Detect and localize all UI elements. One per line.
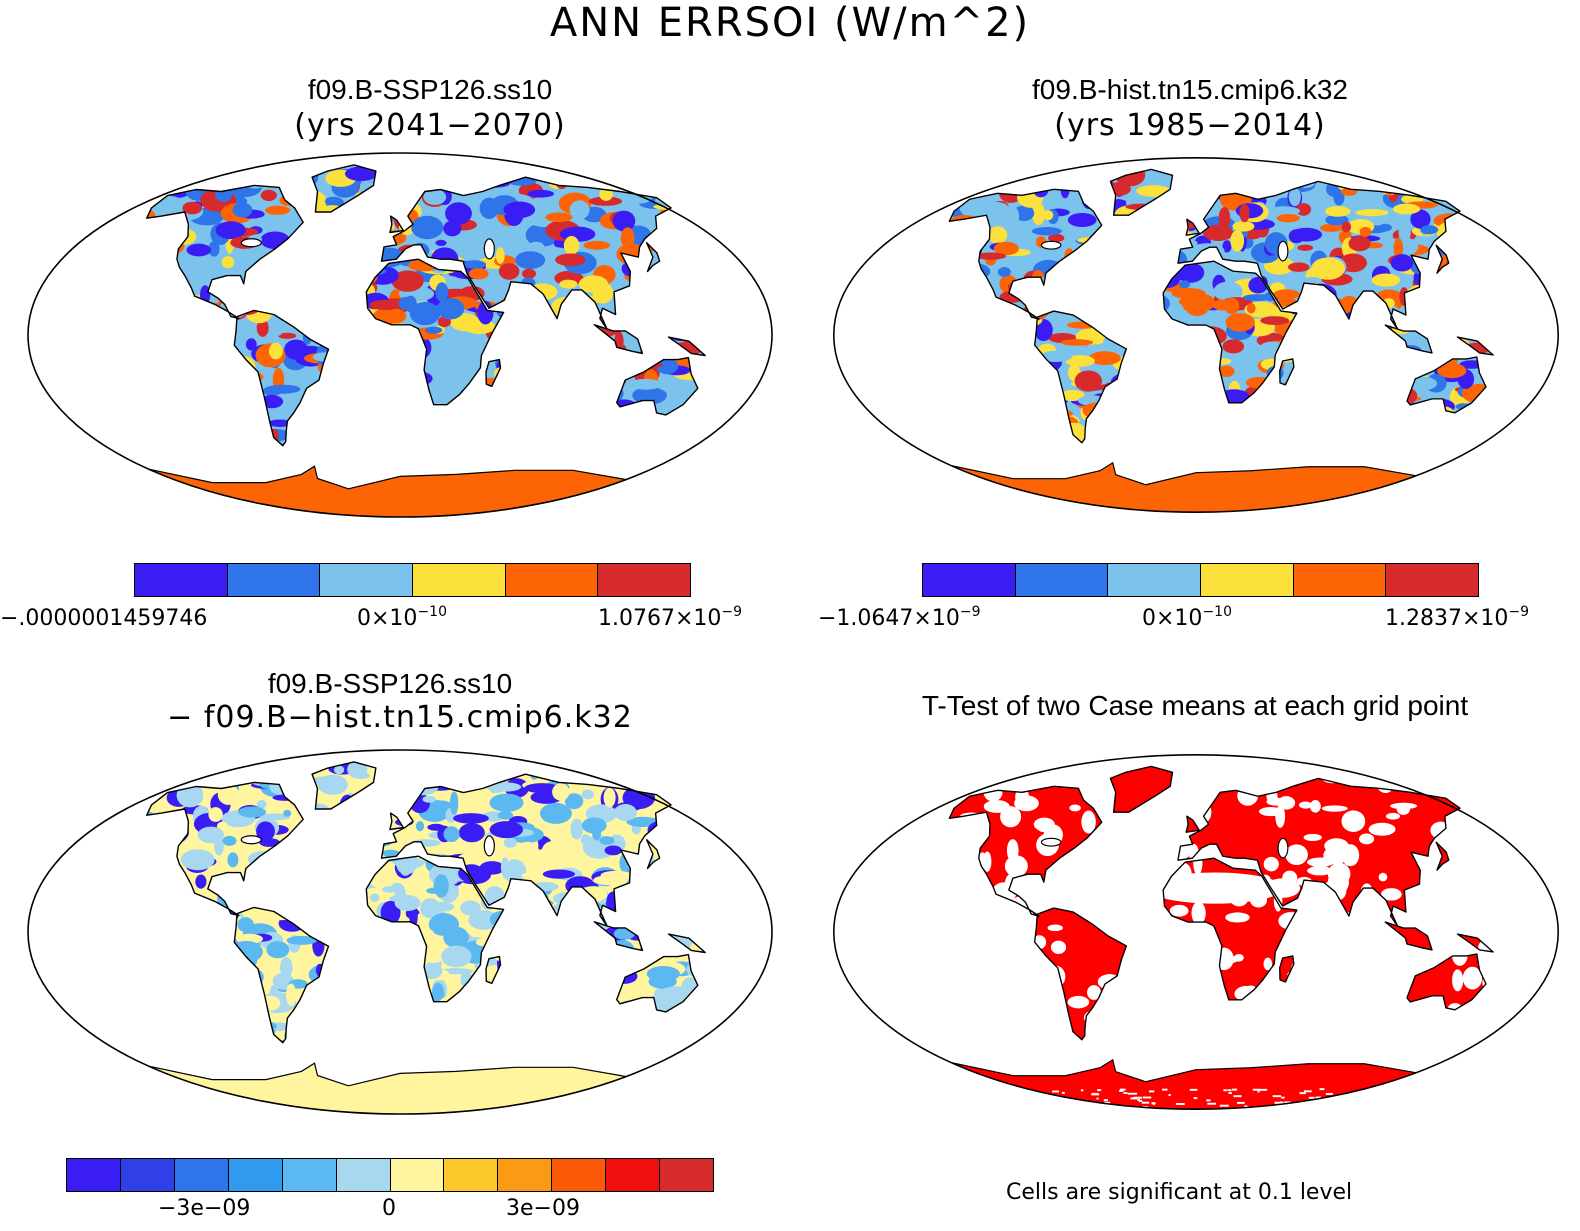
colorbar-a-mid-label: 0×10−10: [357, 604, 447, 631]
colorbar-swatch: [1015, 564, 1109, 596]
significance-note: Cells are significant at 0.1 level: [1006, 1180, 1353, 1205]
colorbar-panel-a: [134, 563, 691, 597]
colorbar-swatch: [120, 1159, 175, 1191]
colorbar-swatch: [598, 564, 691, 596]
colorbar-swatch: [1386, 564, 1479, 596]
colorbar-swatch: [923, 564, 1016, 596]
map-panel-c: [27, 749, 773, 1115]
colorbar-a-min-label: −.0000001459746: [0, 606, 208, 631]
panel-c-title: f09.B-SSP126.ss10: [267, 668, 513, 699]
panel-a-title: f09.B-SSP126.ss10: [307, 74, 553, 105]
colorbar-swatch: [174, 1159, 229, 1191]
colorbar-swatch: [320, 564, 414, 596]
map-panel-b: [833, 157, 1559, 513]
colorbar-swatch: [1108, 564, 1202, 596]
colorbar-swatch: [552, 1159, 607, 1191]
panel-a-subtitle: (yrs 2041−2070): [294, 108, 566, 143]
colorbar-swatch: [228, 1159, 283, 1191]
colorbar-swatch: [1293, 564, 1387, 596]
colorbar-swatch: [336, 1159, 391, 1191]
colorbar-c-tick-neg: −3e−09: [158, 1196, 251, 1221]
colorbar-panel-c: [66, 1158, 714, 1192]
colorbar-swatch: [413, 564, 506, 596]
colorbar-swatch: [282, 1159, 337, 1191]
map-panel-d: [833, 754, 1559, 1110]
panel-b-subtitle: (yrs 1985−2014): [1054, 108, 1326, 143]
colorbar-swatch: [67, 1159, 121, 1191]
map-panel-a: [27, 152, 773, 518]
panel-d-title: T-Test of two Case means at each grid po…: [921, 690, 1469, 721]
colorbar-swatch: [227, 564, 321, 596]
colorbar-swatch: [505, 564, 599, 596]
colorbar-swatch: [444, 1159, 499, 1191]
colorbar-panel-b: [922, 563, 1479, 597]
colorbar-swatch: [606, 1159, 661, 1191]
panel-b-title: f09.B-hist.tn15.cmip6.k32: [1032, 74, 1348, 105]
colorbar-swatch: [135, 564, 228, 596]
colorbar-c-tick-pos: 3e−09: [506, 1196, 580, 1221]
page-title: ANN ERRSOI (W/m^2): [549, 0, 1031, 46]
colorbar-swatch: [390, 1159, 445, 1191]
colorbar-b-mid-label: 0×10−10: [1142, 604, 1232, 631]
panel-c-subtitle: − f09.B−hist.tn15.cmip6.k32: [167, 700, 633, 735]
colorbar-swatch: [498, 1159, 553, 1191]
colorbar-swatch: [1201, 564, 1294, 596]
colorbar-c-tick-zero: 0: [382, 1196, 396, 1221]
colorbar-b-max-label: 1.2837×10−9: [1385, 604, 1530, 631]
colorbar-a-max-label: 1.0767×10−9: [598, 604, 743, 631]
colorbar-swatch: [660, 1159, 714, 1191]
colorbar-b-min-label: −1.0647×10−9: [818, 604, 981, 631]
